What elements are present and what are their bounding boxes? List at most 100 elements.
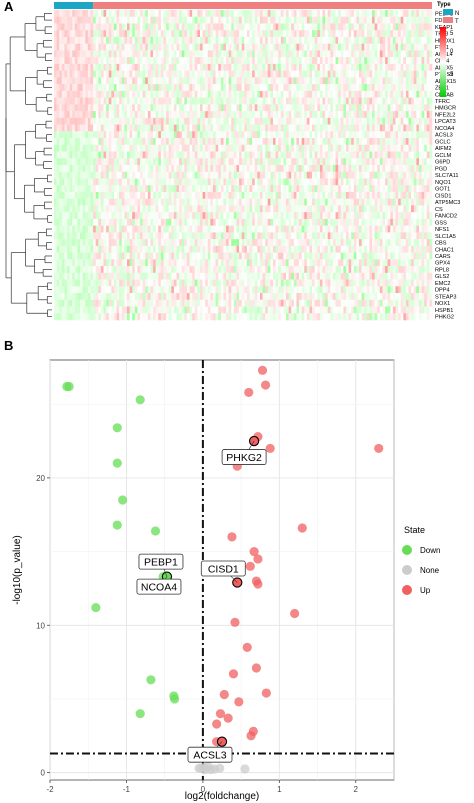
type-legend-label-t: T [455, 19, 459, 25]
gene-label-nfe2l2: NFE2L2 [435, 112, 456, 118]
state-legend-title: State [404, 525, 425, 535]
heatmap-row-acsl4 [54, 50, 433, 58]
point-down [170, 694, 180, 704]
point-up [251, 663, 261, 673]
heatmap-cells [54, 10, 433, 321]
point-down [146, 675, 156, 685]
heatmap-row-nox1 [54, 299, 433, 307]
heatmap-row-fdft1 [54, 16, 433, 24]
state-legend-label-down: Down [420, 546, 440, 555]
gene-label-atp5mc3: ATP5MC3 [435, 200, 460, 206]
gene-callout-pebp1: PEBP1 [144, 557, 178, 569]
point-none [205, 765, 216, 775]
volcano-plot: -2 -1 0 1 201020log2(foldchange)-log10(p_val… [12, 359, 395, 802]
gene-label-nqo1: NQO1 [435, 180, 451, 186]
x-tick-label: 1 [277, 785, 282, 794]
heatmap-row-gclm [54, 151, 433, 159]
gene-label-cbs: CBS [435, 241, 447, 247]
gene-label-cisd1: CISD1 [435, 193, 451, 199]
point-up [230, 617, 240, 627]
heatmap-row-tfrc [54, 97, 433, 105]
heatmap-row-slc7a11 [54, 171, 433, 179]
gene-label-hspb1: HSPB1 [435, 308, 453, 314]
point-down [135, 395, 145, 405]
color-scale-tick-mid: 0 [450, 49, 454, 55]
gene-label-gpx4: GPX4 [435, 261, 450, 267]
gene-label-gls2: GLS2 [435, 274, 449, 280]
x-tick-label: -1 [123, 785, 131, 794]
heatmap-row-gpx4 [54, 259, 433, 267]
state-legend-label-none: None [420, 566, 440, 575]
gene-label-g6pd: G6PD [435, 160, 450, 166]
heatmap-row-cryab [54, 90, 433, 98]
point-up [245, 561, 255, 571]
gene-label-got1: GOT1 [435, 187, 450, 193]
y-axis-label: -log10(p_value) [12, 535, 23, 605]
point-up [227, 532, 237, 542]
point-down [112, 423, 122, 433]
point-up [242, 642, 252, 652]
heatmap-row-hmgcr [54, 104, 433, 112]
heatmap-row-cbs [54, 239, 433, 247]
color-scale-tick-high: 5 [450, 31, 454, 37]
gene-label-gclm: GCLM [435, 153, 452, 159]
color-scale-bar [440, 27, 446, 97]
point-up [374, 443, 384, 454]
point-up [219, 689, 229, 700]
gene-label-chac1: CHAC1 [435, 247, 454, 253]
type-legend-title: Type [437, 2, 451, 8]
heatmap-row-gss [54, 218, 433, 226]
gene-label-box-cisd1 [200, 560, 246, 577]
point-down [150, 526, 161, 536]
gene-label-box-phkg2 [221, 449, 267, 465]
heatmap-row-got1 [54, 185, 433, 193]
point-up [246, 731, 256, 741]
gene-label-box-pebp1 [138, 553, 184, 570]
gene-label-tfrc: TFRC [435, 99, 450, 105]
heatmap-row-hspb1 [54, 306, 433, 314]
gene-label-cars: CARS [435, 254, 451, 260]
gene-label-aifm2: AIFM2 [435, 146, 451, 152]
state-legend-key-none [402, 565, 412, 575]
point-down [118, 495, 128, 505]
heatmap-row-alox15 [54, 77, 433, 85]
point-none [240, 764, 250, 774]
heatmap-row-aifm2 [54, 144, 433, 152]
heatmap-row-hmox1 [54, 36, 433, 44]
heatmap-row-pebp1 [54, 10, 433, 18]
color-scale-tick-low: -5 [448, 72, 454, 78]
heatmap-row-g6pd [54, 158, 433, 166]
heatmap-dendrogram [5, 13, 52, 317]
gene-label-fancd2: FANCD2 [435, 214, 457, 220]
heatmap-row-ptgs2 [54, 70, 433, 78]
point-down [91, 602, 101, 613]
gene-label-lpcat3: LPCAT3 [435, 119, 456, 125]
gene-callout-cisd1: CISD1 [208, 564, 239, 576]
heatmap-row-slc1a5 [54, 232, 433, 240]
heatmap-row-atp5mc3 [54, 198, 433, 206]
gene-label-steap3: STEAP3 [435, 294, 456, 300]
gene-label-hmgcr: HMGCR [435, 106, 456, 112]
panel-b-label: B [4, 338, 13, 353]
point-up [297, 523, 307, 533]
y-tick-label: 20 [36, 474, 45, 483]
heatmap-row-dpp4 [54, 286, 433, 294]
gene-callout-phkg2: PHKG2 [226, 452, 262, 464]
gene-label-slc1a5: SLC1A5 [435, 234, 456, 240]
gene-label-cs: CS [435, 207, 443, 213]
heatmap-row-keap1 [54, 23, 433, 31]
point-up [253, 554, 263, 564]
heatmap-row-cisd1 [54, 191, 433, 199]
point-up [228, 669, 239, 679]
type-legend-label-n: N [455, 11, 459, 17]
heatmap-row-ncoa4 [54, 124, 433, 132]
point-down [112, 520, 122, 530]
state-legend-key-up [402, 585, 412, 595]
x-tick-label: -2 [46, 785, 54, 794]
gene-label-nfs1: NFS1 [435, 227, 449, 233]
point-up [290, 608, 300, 619]
state-legend-key-down [402, 545, 412, 555]
heatmap-row-fth1 [54, 43, 433, 51]
gene-label-rpl8: RPL8 [435, 267, 449, 273]
